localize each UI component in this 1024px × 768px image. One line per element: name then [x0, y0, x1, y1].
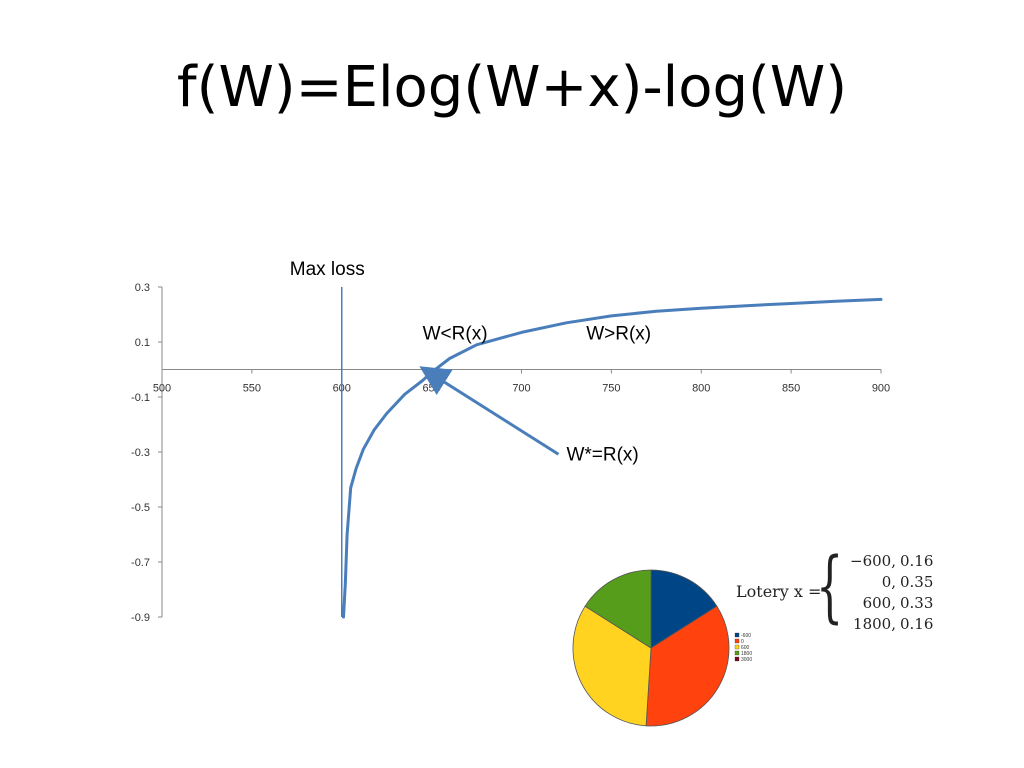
x-tick-label: 750 — [602, 383, 620, 395]
pie-slice — [645, 605, 730, 727]
lottery-value: 600, — [862, 594, 896, 612]
x-tick-label: 550 — [243, 383, 261, 395]
y-tick-label: -0.3 — [131, 447, 150, 459]
x-tick-label: 500 — [153, 383, 171, 395]
pie-legend-swatch — [734, 656, 740, 662]
lottery-probability: 0.33 — [900, 594, 934, 612]
annotation-arrow — [419, 366, 560, 456]
lottery-label: Lotery x = — [736, 582, 822, 601]
x-tick-label: 900 — [872, 383, 890, 395]
y-tick-label: -0.1 — [131, 392, 150, 404]
pie-legend-label: 1800 — [741, 651, 752, 657]
pie-legend-swatch — [734, 638, 740, 644]
slide-title: f(W)=Elog(W+x)-log(W) — [176, 55, 848, 120]
max-loss-label: Max loss — [290, 259, 365, 280]
x-tick-label: 700 — [512, 383, 530, 395]
y-tick-label: -0.7 — [131, 557, 150, 569]
y-tick-label: -0.9 — [131, 612, 150, 624]
x-tick-label: 800 — [692, 383, 710, 395]
y-tick-label: 0.3 — [135, 282, 150, 294]
annotation-label: W<R(x) — [423, 323, 488, 344]
lottery-probability: 0.16 — [900, 552, 934, 570]
pie-legend-swatch — [734, 650, 740, 656]
y-tick-label: 0.1 — [135, 337, 150, 349]
pie-legend-label: 600 — [741, 645, 750, 651]
pie-slice — [650, 569, 718, 649]
pie-slice — [584, 569, 652, 649]
f-of-w-curve — [342, 297, 883, 619]
pie-legend-label: 3000 — [741, 657, 752, 663]
lottery-value: −600, — [850, 552, 896, 570]
pie-legend-swatch — [734, 632, 740, 638]
pie-legend-label: -600 — [741, 633, 751, 639]
annotation-label: W>R(x) — [586, 323, 651, 344]
lottery-definition: Lotery x = { −600, 0.16 0, 0.35 600, 0.3… — [736, 548, 976, 638]
lottery-brace: { — [816, 542, 844, 632]
pie-legend-label: 0 — [741, 639, 744, 645]
lottery-probability: 0.35 — [900, 573, 934, 591]
x-tick-label: 850 — [782, 383, 800, 395]
lottery-probability: 0.16 — [900, 615, 934, 633]
lottery-value: 1800, — [853, 615, 896, 633]
lottery-value: 0, — [881, 573, 896, 591]
pie-legend-swatch — [734, 644, 740, 650]
annotation-label: W*=R(x) — [566, 444, 638, 465]
y-tick-label: -0.5 — [131, 502, 150, 514]
